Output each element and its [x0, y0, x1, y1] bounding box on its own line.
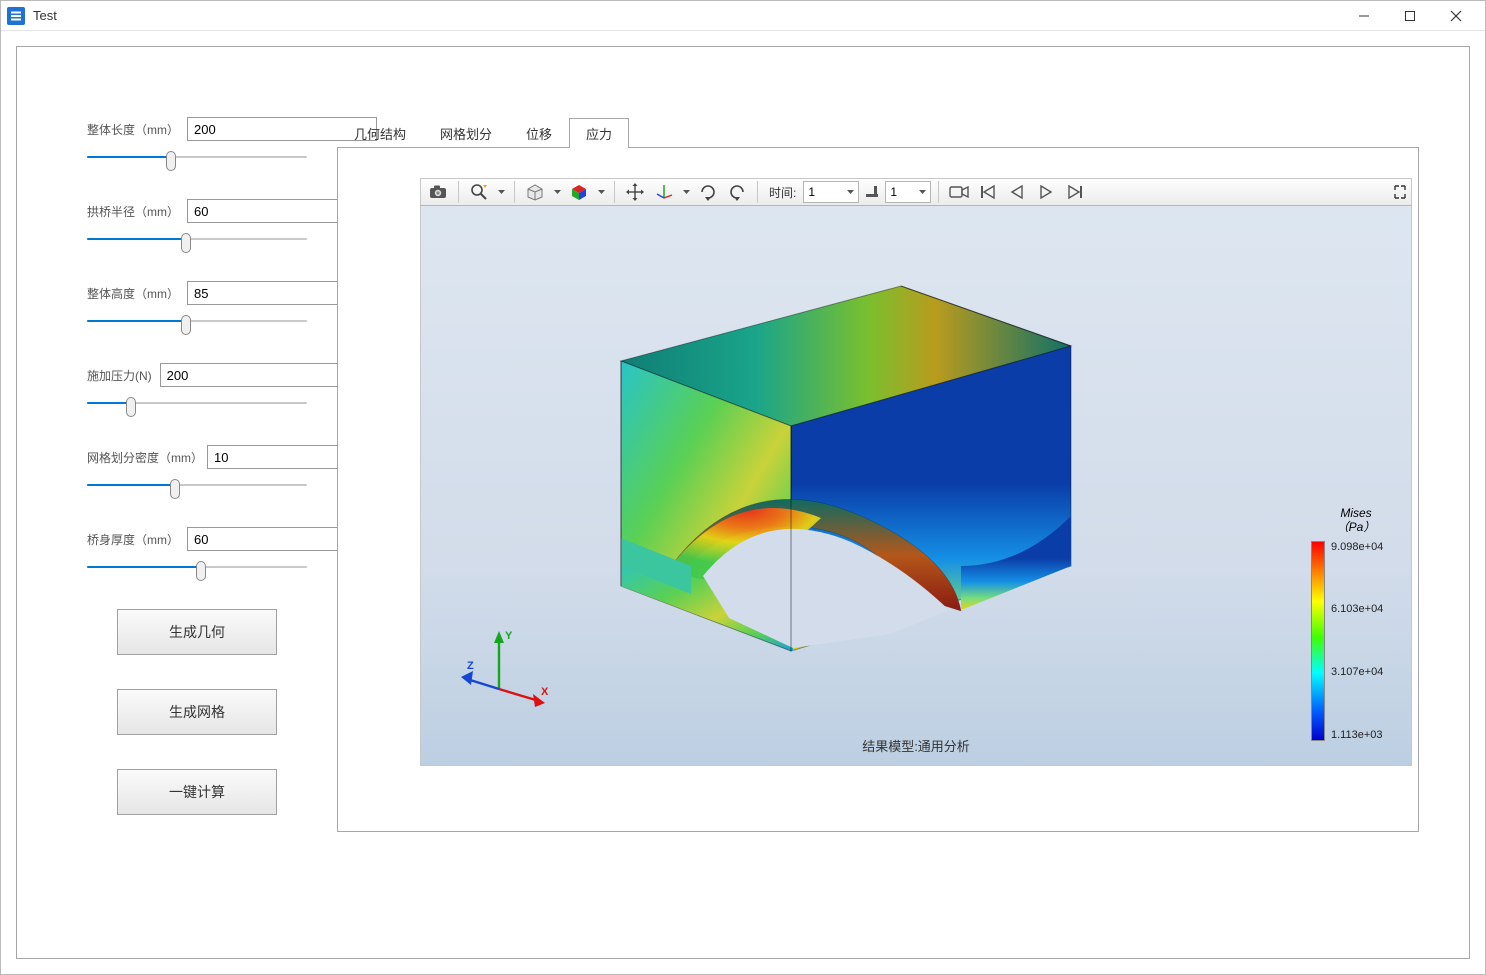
param-label: 拱桥半径（mm） — [87, 203, 179, 220]
play-icon[interactable] — [1033, 180, 1059, 204]
tab-displacement[interactable]: 位移 — [509, 118, 569, 148]
param-mesh-density: 网格划分密度（mm） — [87, 445, 307, 493]
legend-title-line1: Mises — [1311, 506, 1401, 520]
colormap-icon[interactable] — [566, 180, 592, 204]
param-pressure-input[interactable] — [160, 363, 350, 387]
model-render — [561, 266, 1121, 686]
prev-frame-icon[interactable] — [1004, 180, 1030, 204]
window-controls — [1341, 1, 1479, 31]
app-icon — [7, 7, 25, 25]
param-pressure: 施加压力(N) — [87, 363, 307, 411]
axis-y-label: Y — [505, 630, 513, 642]
legend-tick: 9.098e+04 — [1331, 541, 1383, 553]
generate-geometry-button[interactable]: 生成几何 — [117, 609, 277, 655]
main-panel: 几何结构 网格划分 位移 应力 — [337, 117, 1419, 828]
param-mesh-density-slider[interactable] — [87, 477, 307, 493]
next-frame-icon[interactable] — [1062, 180, 1088, 204]
param-height-slider[interactable] — [87, 313, 307, 329]
axis-triad: Y X Z — [461, 629, 551, 711]
view-mode-icon[interactable] — [522, 180, 548, 204]
color-legend: Mises （Pa） 9.098e+04 6.103e+04 3.107e+04… — [1311, 506, 1401, 741]
frame-value: 1 — [890, 185, 897, 199]
colormap-dropdown-icon[interactable] — [595, 190, 607, 194]
legend-tick: 3.107e+04 — [1331, 666, 1383, 678]
result-caption: 结果模型:通用分析 — [862, 736, 970, 755]
legend-colorbar — [1311, 541, 1325, 741]
record-icon[interactable] — [946, 180, 972, 204]
viewport-canvas[interactable]: Y X Z Mises （Pa） — [420, 206, 1412, 766]
time-label: 时间: — [765, 184, 800, 201]
parameters-panel: 整体长度（mm） 拱桥半径（mm） — [87, 117, 307, 849]
viewport-frame: 时间: 1 1 — [337, 147, 1419, 832]
viewport-toolbar: 时间: 1 1 — [420, 178, 1412, 206]
legend-ticks: 9.098e+04 6.103e+04 3.107e+04 1.113e+03 — [1331, 541, 1383, 741]
rotate-axes-icon[interactable] — [651, 180, 677, 204]
client-area: 整体长度（mm） 拱桥半径（mm） — [1, 31, 1485, 974]
content-frame: 整体长度（mm） 拱桥半径（mm） — [16, 46, 1470, 959]
param-arch-radius-slider[interactable] — [87, 231, 307, 247]
param-height: 整体高度（mm） — [87, 281, 307, 329]
frame-step-icon[interactable] — [862, 180, 882, 204]
param-arch-radius: 拱桥半径（mm） — [87, 199, 307, 247]
param-thickness: 桥身厚度（mm） — [87, 527, 307, 575]
snapshot-icon[interactable] — [425, 180, 451, 204]
axis-z-label: Z — [467, 660, 474, 672]
time-value: 1 — [808, 185, 815, 199]
param-thickness-slider[interactable] — [87, 559, 307, 575]
rotate-axes-dropdown-icon[interactable] — [680, 190, 692, 194]
legend-title: Mises （Pa） — [1311, 506, 1401, 535]
zoom-dropdown-icon[interactable] — [495, 190, 507, 194]
param-length-slider[interactable] — [87, 149, 307, 165]
minimize-button[interactable] — [1341, 1, 1387, 31]
rotate-cw-icon[interactable] — [724, 180, 750, 204]
titlebar: Test — [1, 1, 1485, 31]
compute-button[interactable]: 一键计算 — [117, 769, 277, 815]
legend-tick: 1.113e+03 — [1331, 729, 1383, 741]
tab-mesh[interactable]: 网格划分 — [423, 118, 509, 148]
expand-icon[interactable] — [1393, 180, 1407, 204]
app-window: Test 整体长度（mm） — [0, 0, 1486, 975]
zoom-icon[interactable] — [466, 180, 492, 204]
legend-title-line2: （Pa） — [1311, 520, 1401, 534]
tab-stress[interactable]: 应力 — [569, 118, 629, 148]
view-mode-dropdown-icon[interactable] — [551, 190, 563, 194]
param-label: 桥身厚度（mm） — [87, 531, 179, 548]
viewport-inner: 时间: 1 1 — [420, 178, 1412, 772]
window-title: Test — [33, 8, 1341, 23]
tab-bar: 几何结构 网格划分 位移 应力 — [337, 117, 1419, 147]
axis-x-label: X — [541, 686, 549, 698]
generate-mesh-button[interactable]: 生成网格 — [117, 689, 277, 735]
maximize-button[interactable] — [1387, 1, 1433, 31]
param-label: 网格划分密度（mm） — [87, 449, 199, 466]
param-label: 施加压力(N) — [87, 367, 152, 384]
rotate-ccw-icon[interactable] — [695, 180, 721, 204]
param-pressure-slider[interactable] — [87, 395, 307, 411]
param-label: 整体高度（mm） — [87, 285, 179, 302]
close-button[interactable] — [1433, 1, 1479, 31]
tab-geometry[interactable]: 几何结构 — [337, 118, 423, 148]
frame-combobox[interactable]: 1 — [885, 181, 931, 203]
param-length: 整体长度（mm） — [87, 117, 307, 165]
legend-tick: 6.103e+04 — [1331, 603, 1383, 615]
pan-icon[interactable] — [622, 180, 648, 204]
param-label: 整体长度（mm） — [87, 121, 179, 138]
first-frame-icon[interactable] — [975, 180, 1001, 204]
time-combobox[interactable]: 1 — [803, 181, 859, 203]
